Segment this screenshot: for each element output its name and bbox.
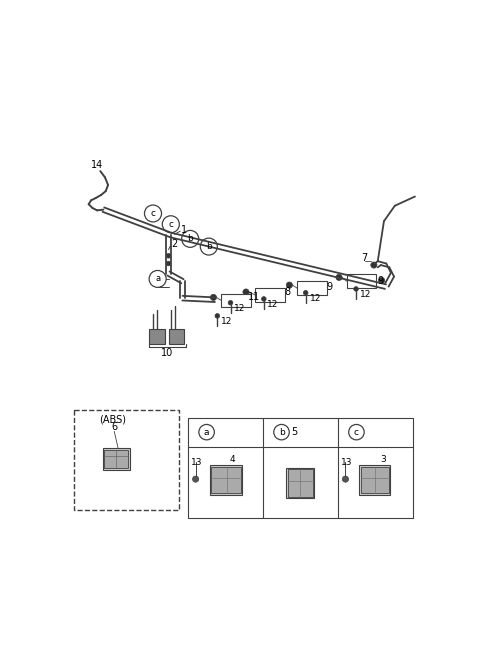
Bar [361, 467, 389, 493]
Bar [255, 288, 285, 302]
Circle shape [342, 476, 348, 482]
Circle shape [243, 289, 249, 295]
Text: c: c [354, 428, 359, 437]
Text: a: a [204, 428, 209, 437]
Circle shape [166, 261, 171, 266]
Circle shape [286, 282, 292, 288]
Text: 6: 6 [111, 422, 117, 432]
Text: (ABS): (ABS) [99, 414, 126, 424]
Text: 12: 12 [221, 317, 232, 326]
Text: b: b [279, 428, 284, 437]
Circle shape [303, 291, 308, 295]
Bar [210, 465, 242, 495]
Text: b: b [206, 242, 212, 251]
Circle shape [228, 300, 233, 305]
Text: 9: 9 [326, 282, 333, 293]
Circle shape [336, 274, 342, 281]
Bar [188, 417, 413, 518]
Circle shape [215, 314, 220, 318]
Bar [74, 410, 179, 510]
Bar [104, 450, 128, 468]
Text: 10: 10 [161, 348, 173, 358]
Bar [221, 293, 251, 308]
Circle shape [371, 262, 377, 268]
Text: a: a [155, 274, 160, 283]
Text: b: b [187, 234, 193, 243]
Circle shape [166, 253, 171, 258]
Circle shape [210, 295, 216, 300]
Text: 4: 4 [230, 455, 236, 464]
Bar [168, 329, 184, 344]
Bar [211, 467, 240, 493]
Bar [297, 281, 326, 295]
Text: 3: 3 [380, 455, 385, 464]
Bar [347, 274, 376, 288]
Text: 12: 12 [360, 290, 372, 299]
Bar [149, 329, 165, 344]
Text: 8: 8 [284, 287, 290, 297]
Text: 12: 12 [310, 294, 322, 302]
Text: 13: 13 [192, 458, 203, 466]
Text: 11: 11 [248, 292, 260, 302]
Bar [286, 468, 314, 499]
Circle shape [354, 287, 359, 291]
Circle shape [379, 277, 385, 283]
Text: c: c [151, 209, 156, 218]
Text: 5: 5 [291, 427, 298, 437]
Text: 7: 7 [361, 253, 368, 263]
Text: 12: 12 [234, 304, 245, 313]
Text: 2: 2 [171, 239, 177, 249]
Bar [103, 448, 130, 470]
Text: 12: 12 [267, 300, 279, 309]
Text: 1: 1 [181, 224, 187, 235]
Bar [288, 469, 312, 497]
Bar [360, 465, 390, 495]
Circle shape [192, 476, 199, 482]
Text: 13: 13 [341, 458, 353, 466]
Text: 9: 9 [377, 276, 383, 286]
Text: c: c [168, 220, 173, 229]
Text: 14: 14 [91, 160, 103, 170]
Circle shape [262, 297, 266, 301]
